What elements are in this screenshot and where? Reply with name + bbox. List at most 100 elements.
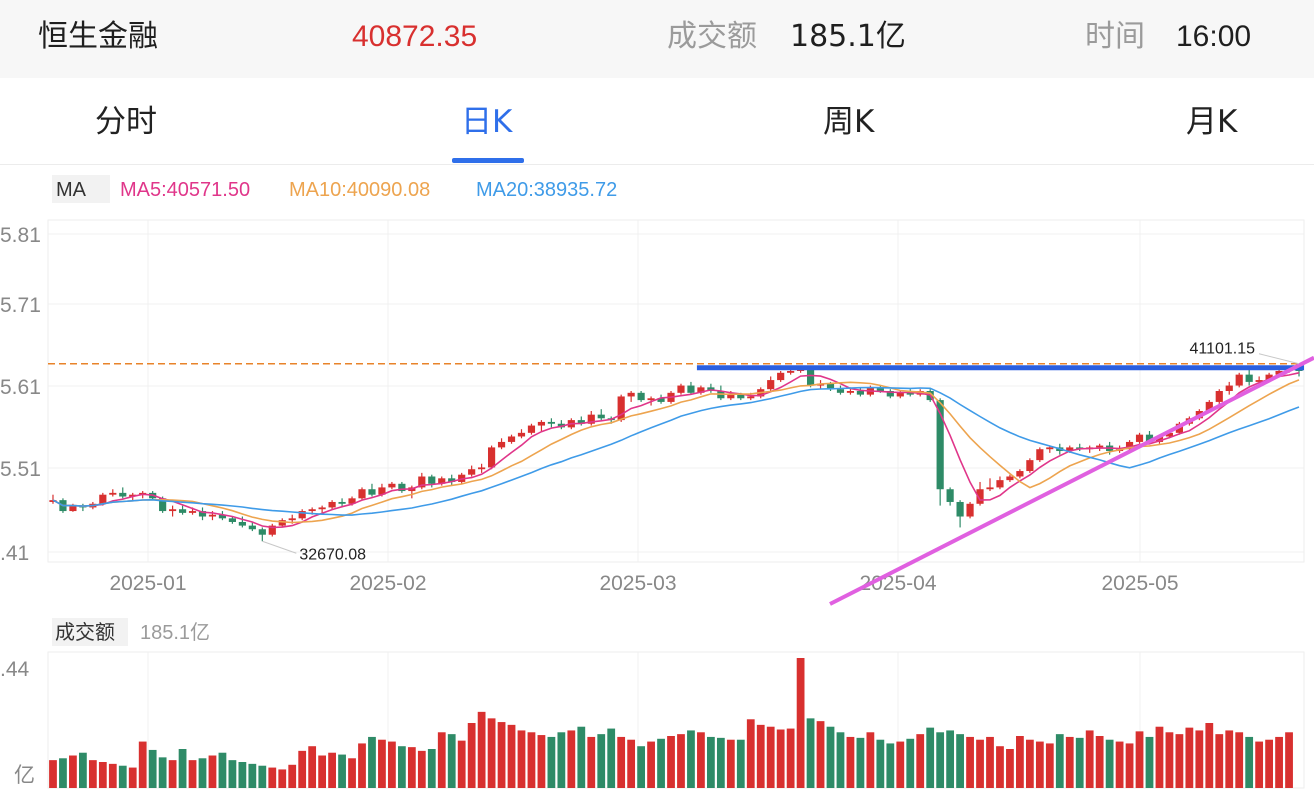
candle-body — [69, 505, 77, 512]
volume-legend-box — [52, 618, 128, 646]
volume-bar — [397, 746, 406, 788]
period-tabs: 分时 日K 周K 月K — [0, 78, 1314, 165]
candle-body — [159, 498, 167, 512]
volume-bar — [228, 760, 237, 788]
ma5-legend: MA5:40571.50 — [120, 179, 250, 201]
candle-body — [1125, 441, 1134, 450]
volume-bar — [876, 739, 885, 788]
volume-bar — [657, 738, 665, 788]
candle-body — [577, 420, 585, 424]
volume-bar — [1285, 732, 1293, 788]
volume-bar — [1195, 730, 1204, 788]
volume-bar — [1145, 736, 1154, 788]
volume-bar — [567, 730, 576, 788]
candle-body — [1265, 374, 1273, 381]
candle-body — [697, 387, 705, 393]
candle-body — [777, 372, 785, 381]
volume-bar — [148, 749, 157, 788]
volume-bar — [1085, 730, 1094, 788]
candle-body — [876, 387, 884, 391]
candle-body — [238, 521, 246, 526]
volume-bar — [1095, 736, 1104, 788]
volume-bar — [766, 726, 775, 788]
tab-weekly-k[interactable]: 周K — [823, 104, 875, 140]
candle-body — [388, 483, 396, 488]
volume-bar — [886, 743, 895, 788]
candle-body — [318, 507, 326, 510]
candle-body — [268, 525, 276, 535]
volume-bar — [477, 711, 486, 788]
volume-bar — [986, 736, 994, 788]
candle-body — [886, 391, 894, 397]
volume-bar — [896, 741, 905, 788]
candle-body — [258, 529, 266, 535]
candle-body — [946, 489, 954, 502]
candle-body — [846, 391, 855, 393]
volume-bar — [647, 741, 655, 788]
drawn-overlays: 41101.15 32670.08 — [48, 341, 1314, 606]
volume-bar — [697, 732, 705, 788]
volume-bar — [716, 737, 725, 788]
candle-body — [627, 392, 635, 397]
volume-bar — [736, 739, 745, 788]
volume-bar — [417, 750, 426, 788]
candle-body — [996, 480, 1004, 488]
volume-bar — [59, 758, 67, 788]
candle-body — [966, 503, 974, 517]
volume-bar — [248, 763, 257, 788]
volume-bar — [1125, 743, 1134, 788]
volume-bar — [1065, 736, 1074, 788]
candle-body — [119, 492, 127, 497]
volume-bar — [746, 719, 755, 788]
volume-bar — [1035, 741, 1044, 788]
support-trend-line — [829, 355, 1314, 606]
volume-bar — [1135, 731, 1144, 788]
volume-bar — [617, 736, 626, 788]
ma20-legend: MA20:38935.72 — [476, 179, 617, 201]
tab-daily-k[interactable]: 日K — [461, 104, 513, 140]
volume-bar — [1245, 736, 1254, 788]
candle-body — [587, 414, 595, 424]
volume-bar — [1265, 739, 1273, 788]
date-tick-label: 2025-02 — [349, 572, 426, 595]
tab-monthly-k[interactable]: 月K — [1186, 104, 1238, 140]
candle-body — [109, 492, 117, 495]
candle-body — [308, 509, 316, 512]
ma20-line — [52, 386, 1300, 516]
candle-body — [856, 391, 865, 395]
volume-bar — [547, 736, 556, 788]
price-grid — [47, 219, 1305, 563]
volume-bar — [467, 723, 476, 788]
candle-body — [547, 421, 555, 424]
volume-bar — [1175, 734, 1184, 788]
candle-body — [478, 467, 486, 470]
volume-tick-label: .44 — [0, 658, 30, 681]
candle-body — [617, 396, 625, 421]
volume-bar — [637, 746, 645, 788]
volume-bar — [1225, 730, 1234, 788]
turnover-value: 185.1亿 — [790, 19, 906, 54]
date-tick-label: 2025-01 — [109, 572, 186, 595]
volume-bar — [49, 760, 57, 788]
candle-body — [637, 392, 645, 401]
candle-body — [129, 494, 137, 497]
volume-bar — [996, 746, 1004, 788]
candle-body — [1245, 374, 1253, 382]
volume-bar — [178, 749, 187, 788]
tab-intraday[interactable]: 分时 — [95, 104, 157, 140]
candle-body — [657, 398, 665, 402]
candle-body — [986, 487, 994, 490]
volume-bar — [388, 741, 396, 788]
volume-bar — [687, 730, 695, 788]
volume-bar — [507, 724, 516, 788]
candle-body — [647, 398, 655, 401]
candle-body — [169, 509, 177, 512]
volume-bar — [956, 734, 964, 788]
volume-bar — [966, 736, 974, 788]
volume-bar — [806, 718, 815, 788]
price-tick-label: 5.71 — [0, 294, 41, 317]
volume-bar — [69, 755, 77, 788]
volume-bar — [846, 736, 855, 788]
volume-bar — [667, 736, 675, 788]
